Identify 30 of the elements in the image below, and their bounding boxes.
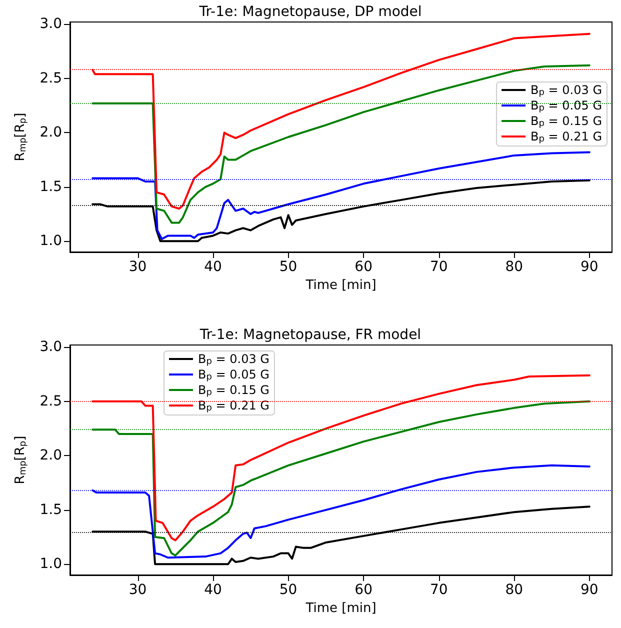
x-tick-label: 60 [354, 582, 372, 598]
x-tick-label: 70 [430, 259, 448, 275]
x-axis-title: Time [min] [304, 278, 376, 293]
y-tick-label: 2.0 [40, 124, 62, 141]
y-axis-title: Rmp[Rp] [13, 436, 28, 484]
y-tick-label: 3.0 [40, 339, 62, 356]
x-tick-label: 80 [505, 582, 524, 598]
y-tick-label: 1.0 [40, 233, 62, 250]
x-tick-label: 90 [580, 582, 598, 598]
x-tick-label: 40 [204, 582, 222, 598]
x-tick-label: 70 [430, 582, 448, 598]
x-tick-label: 60 [354, 259, 372, 275]
chart-title: Tr-1e: Magnetopause, FR model [198, 327, 422, 343]
x-tick-label: 30 [128, 259, 147, 275]
y-tick-label: 3.0 [40, 16, 62, 32]
y-tick-label: 2.5 [40, 393, 62, 410]
chart-title: Tr-1e: Magnetopause, DP model [198, 4, 422, 20]
y-axis-title: Rmp[Rp] [13, 112, 28, 162]
y-tick-label: 2.0 [40, 448, 62, 464]
x-axis-title: Time [min] [304, 600, 376, 616]
y-tick-label: 1.5 [40, 502, 62, 518]
x-tick-label: 80 [505, 259, 524, 275]
y-tick-label: 1.5 [40, 178, 62, 195]
y-tick-label: 1.0 [40, 556, 62, 572]
x-tick-label: 50 [279, 582, 298, 598]
y-tick-label: 2.5 [40, 70, 62, 86]
x-tick-label: 50 [279, 259, 298, 275]
x-tick-label: 40 [204, 259, 222, 275]
x-tick-label: 30 [128, 582, 147, 598]
x-tick-label: 90 [580, 259, 598, 275]
